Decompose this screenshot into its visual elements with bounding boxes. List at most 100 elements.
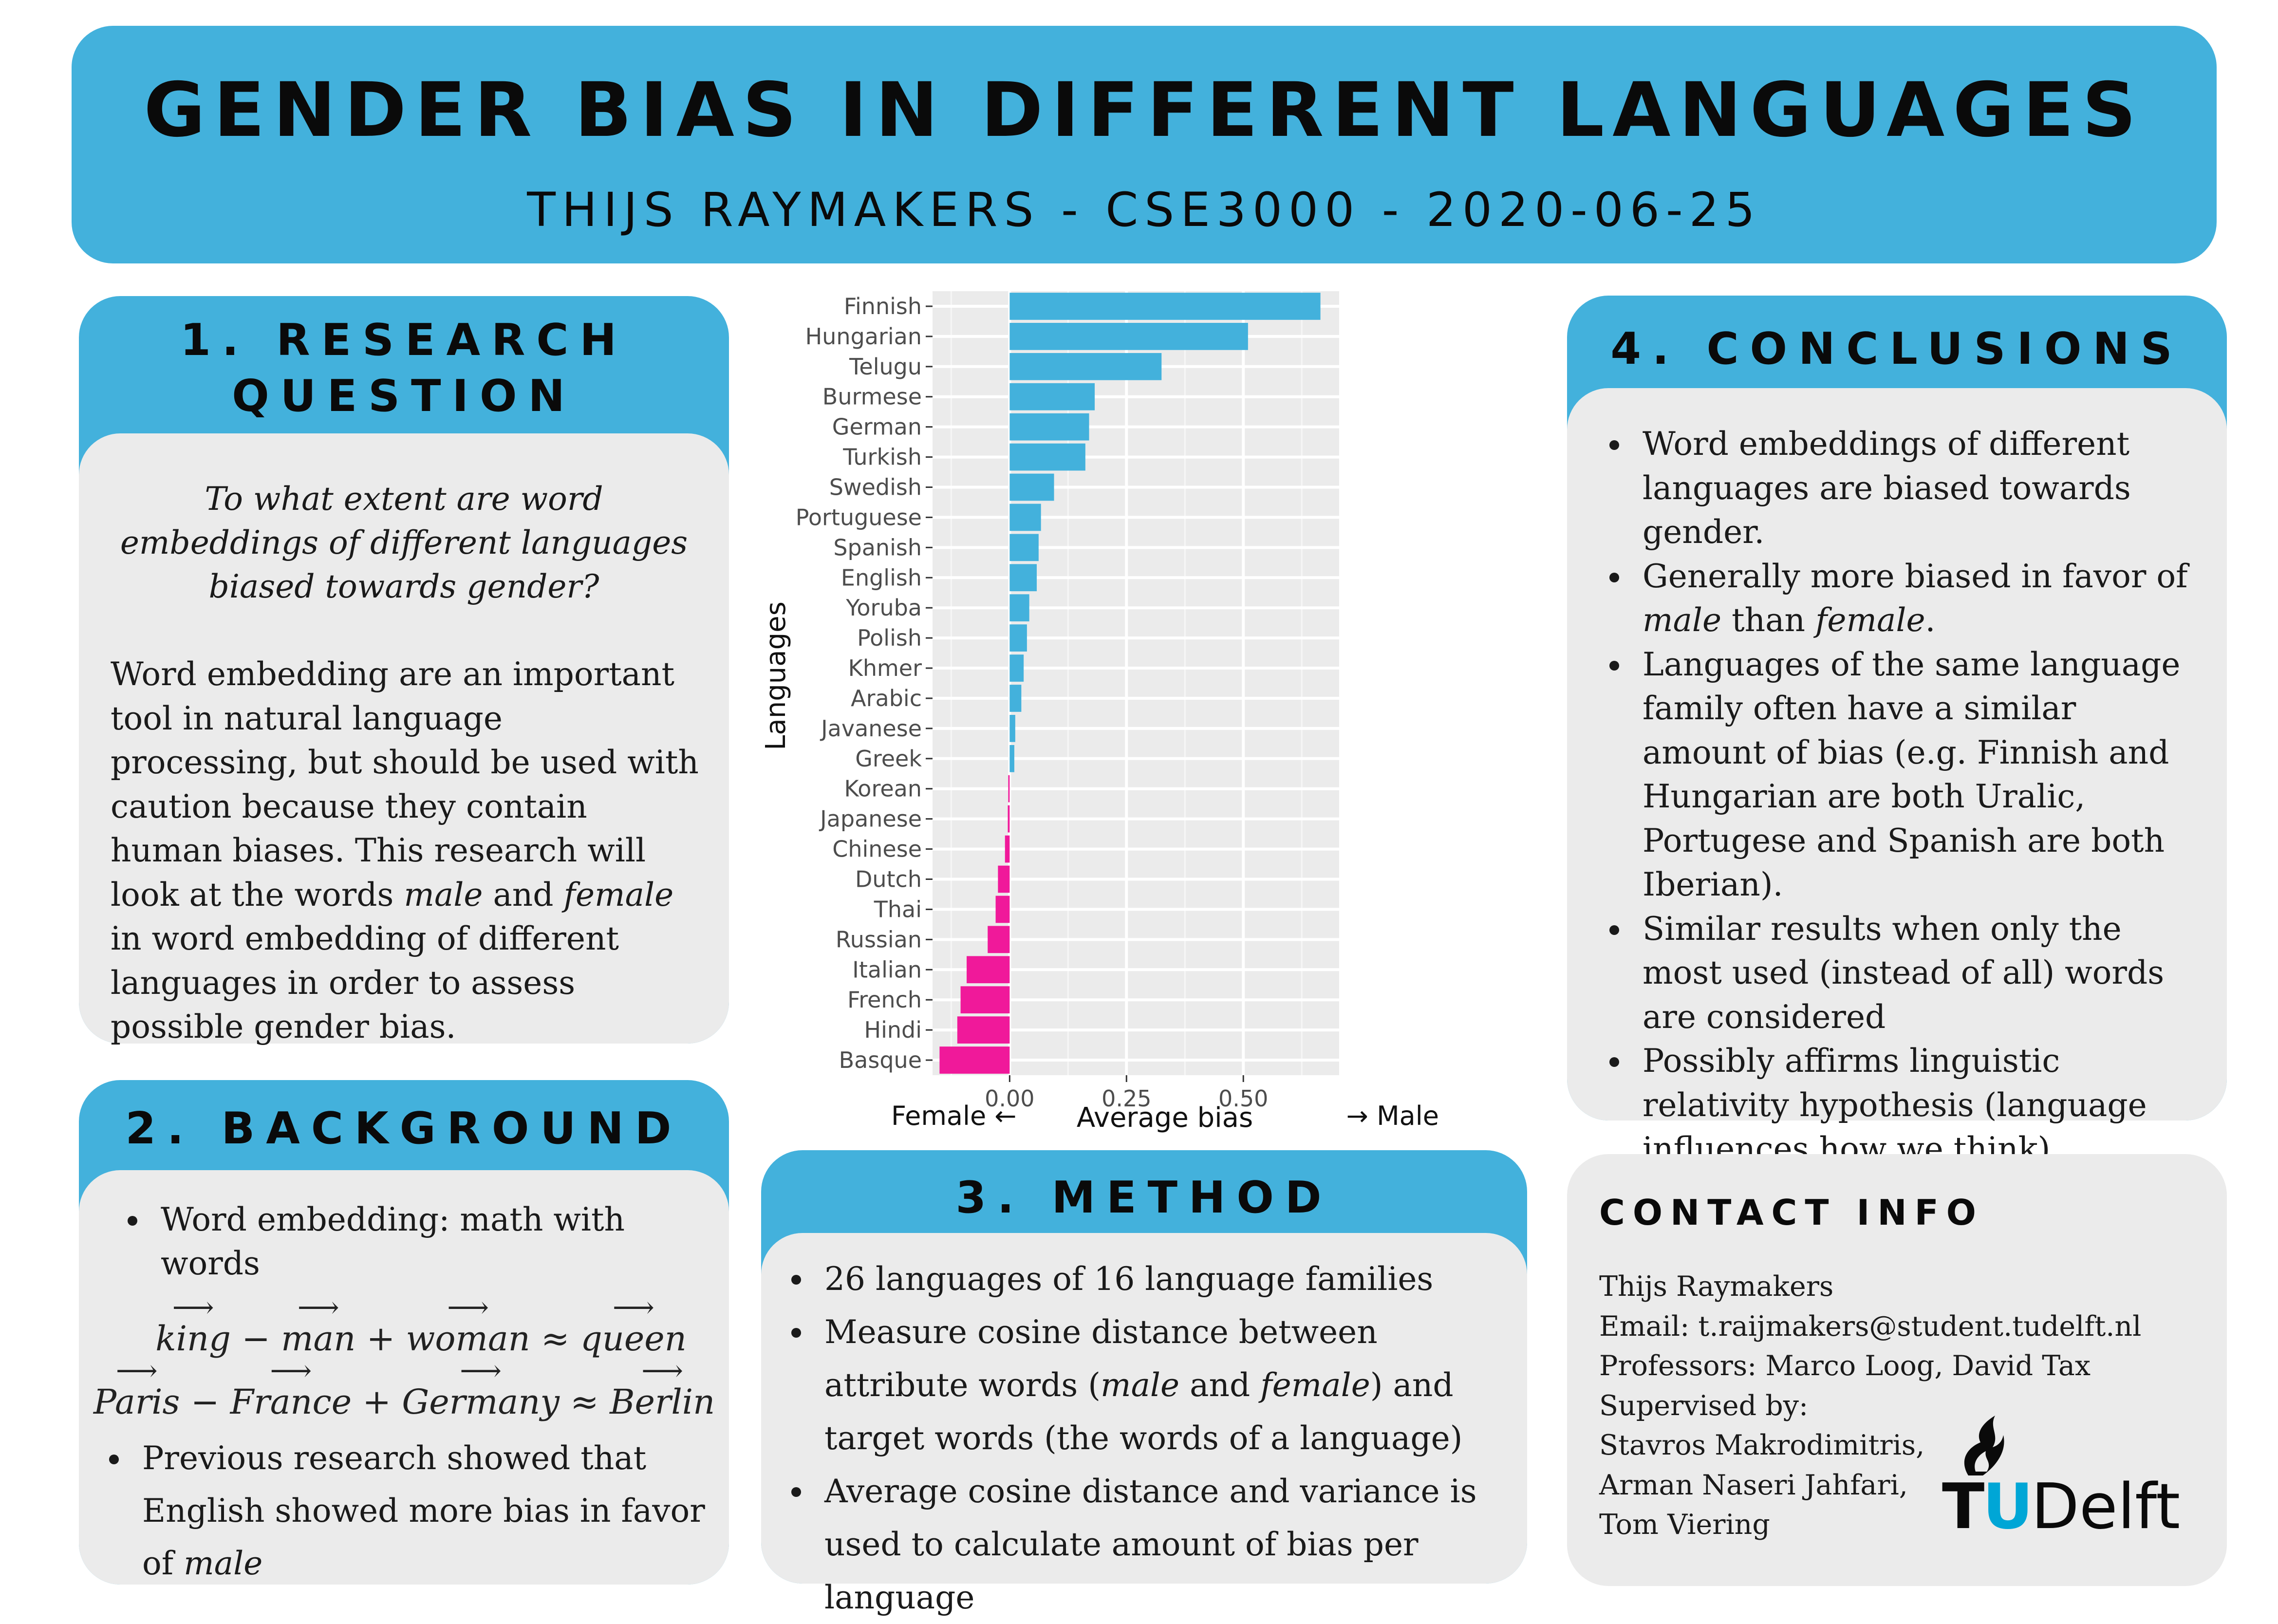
x-tick-label: 0.50 <box>1218 1085 1268 1112</box>
bar-telugu <box>1009 353 1162 380</box>
italic-term: female <box>1260 1366 1370 1404</box>
background-heading: 2. BACKGROUND <box>125 1103 683 1154</box>
flame-icon <box>1964 1416 2004 1475</box>
y-tick-label: Hungarian <box>805 323 922 350</box>
eq2-term-a: Paris <box>93 1354 180 1422</box>
bar-turkish <box>1009 443 1085 471</box>
chart-x-label-female: Female ← <box>891 1101 1017 1131</box>
text-segment: than <box>1721 601 1815 639</box>
text-segment: Languages of the same language family of… <box>1643 645 2181 904</box>
text-segment: Word embeddings of different languages a… <box>1643 425 2131 551</box>
contact-panel: CONTACT INFO Thijs Raymakers Email: t.ra… <box>1567 1154 2227 1586</box>
text-segment: Word embedding are an important tool in … <box>111 655 699 914</box>
background-bullet-2-italic: male <box>184 1545 263 1582</box>
contact-heading: CONTACT INFO <box>1599 1192 1984 1233</box>
eq1-term-c: woman <box>406 1290 531 1359</box>
method-panel: 3. METHOD 26 languages of 16 language fa… <box>761 1150 1527 1616</box>
bias-bar-chart: Finnish Hungarian Telugu Burmese German Turki… <box>760 291 1439 1134</box>
contact-supervisor-3: Tom Viering <box>1599 1509 1770 1541</box>
y-tick-label: Dutch <box>855 866 922 893</box>
contact-email[interactable]: Email: t.raijmakers@student.tudelft.nl <box>1599 1310 2142 1343</box>
y-tick-label: Portuguese <box>796 504 922 530</box>
tudelft-logo: TUDelft <box>1942 1416 2181 1543</box>
text-segment: . <box>1925 601 1936 639</box>
y-tick-label: Polish <box>857 625 922 651</box>
method-item-2: Measure cosine distance between attribut… <box>785 1306 1517 1465</box>
x-tick-label: 0.25 <box>1102 1085 1151 1112</box>
eq1-op2: + <box>366 1319 395 1359</box>
y-tick-label: Turkish <box>842 444 922 470</box>
eq2-op3: ≈ <box>570 1382 599 1422</box>
bar-hindi <box>957 1016 1010 1044</box>
eq1-op1: − <box>242 1319 270 1359</box>
bar-greek <box>1009 745 1014 772</box>
y-tick-label: English <box>841 564 922 591</box>
y-tick-label: Hindi <box>864 1017 922 1043</box>
bar-dutch <box>998 865 1010 893</box>
italic-term: male <box>404 876 483 914</box>
logo-delft: Delft <box>2031 1471 2181 1543</box>
y-tick-label: French <box>847 987 922 1013</box>
method-body: 26 languages of 16 language families Mea… <box>761 1233 1527 1616</box>
contact-name: Thijs Raymakers <box>1599 1270 1834 1303</box>
bar-german <box>1009 413 1089 441</box>
text-segment: and <box>1179 1366 1261 1404</box>
text-segment: Similar results when only the most used … <box>1643 910 2165 1036</box>
background-list-top: Word embedding: math with words <box>122 1198 710 1286</box>
bar-basque <box>939 1046 1010 1074</box>
contact-professors: Professors: Marco Loog, David Tax <box>1599 1350 2091 1382</box>
bar-khmer <box>1009 654 1024 682</box>
x-tick-label: 0.00 <box>985 1085 1034 1112</box>
conclusions-body: Word embeddings of different languages a… <box>1567 388 2227 1168</box>
research-question-heading: 1. RESEARCH QUESTION <box>79 312 729 424</box>
chart-x-axis-label: Average bias <box>1077 1102 1253 1134</box>
contact-supervised-label: Supervised by: <box>1599 1389 1809 1422</box>
y-tick-label: Javanese <box>820 715 922 742</box>
background-body: Word embedding: math with words king − m… <box>79 1170 729 1585</box>
text-segment: and <box>483 876 564 914</box>
y-tick-label: Thai <box>874 896 922 922</box>
conclusion-item-3: Languages of the same language family of… <box>1604 643 2207 907</box>
poster-title: GENDER BIAS IN DIFFERENT LANGUAGES <box>144 67 2145 154</box>
bar-yoruba <box>1009 594 1029 622</box>
background-bullet-2: Previous research showed that English sh… <box>103 1432 714 1590</box>
eq2-op2: + <box>362 1382 392 1422</box>
conclusion-item-2: Generally more biased in favor of male t… <box>1604 555 2207 643</box>
eq1-term-b: man <box>281 1290 355 1359</box>
method-item-3: Average cosine distance and variance is … <box>785 1465 1517 1624</box>
eq1-term-d: queen <box>580 1290 687 1359</box>
text-segment: Possibly affirms linguistic relativity h… <box>1643 1042 2147 1168</box>
research-question-heading-line2: QUESTION <box>232 371 576 422</box>
bar-polish <box>1009 624 1027 652</box>
conclusions-panel: 4. CONCLUSIONS Word embeddings of differ… <box>1567 296 2227 1168</box>
y-tick-label: Spanish <box>833 534 922 560</box>
chart-y-axis-label: Languages <box>760 601 792 750</box>
chart-y-tick-labels: Finnish Hungarian Telugu Burmese German Turki… <box>796 293 933 1073</box>
eq1-op3: ≈ <box>541 1319 570 1359</box>
conclusion-item-5: Possibly affirms linguistic relativity h… <box>1604 1039 2207 1172</box>
research-question-body: To what extent are word embeddings of di… <box>79 433 729 1045</box>
eq2-op1: − <box>190 1382 220 1422</box>
equation-paris-berlin: Paris − France + Germany ≈ Berlin <box>93 1354 729 1422</box>
bar-russian <box>988 926 1010 953</box>
y-tick-label: Burmese <box>822 384 922 410</box>
conclusion-item-1: Word embeddings of different languages a… <box>1604 422 2207 555</box>
research-question-heading-line1: 1. RESEARCH <box>180 315 628 366</box>
italic-term: male <box>1101 1366 1180 1404</box>
y-tick-label: Greek <box>855 746 922 772</box>
y-tick-label: Khmer <box>848 655 922 681</box>
logo-t: T <box>1942 1471 1984 1543</box>
bar-french <box>960 986 1010 1014</box>
contact-supervisor-1: Stavros Makrodimitris, <box>1599 1429 1925 1461</box>
chart-bars <box>939 293 1321 1074</box>
y-tick-label: Italian <box>852 956 922 983</box>
method-list: 26 languages of 16 language families Mea… <box>785 1252 1517 1624</box>
research-question-paragraph: Word embedding are an important tool in … <box>111 653 700 1049</box>
text-segment: ) and target words (the words of a langu… <box>824 1366 1463 1457</box>
research-question-text: To what extent are word embeddings of di… <box>120 480 688 605</box>
chart-x-tick-labels: 0.00 0.25 0.50 <box>985 1075 1268 1112</box>
text-segment: in word embedding of different languages… <box>111 920 619 1045</box>
bar-finnish <box>1009 293 1321 320</box>
logo-u: U <box>1982 1471 2033 1543</box>
poster-subtitle: THIJS RAYMAKERS - CSE3000 - 2020-06-25 <box>527 183 1761 237</box>
